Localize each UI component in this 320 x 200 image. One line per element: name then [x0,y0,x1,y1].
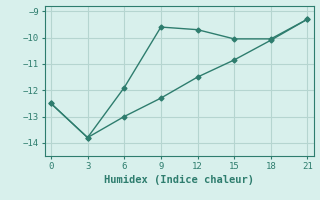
X-axis label: Humidex (Indice chaleur): Humidex (Indice chaleur) [104,175,254,185]
